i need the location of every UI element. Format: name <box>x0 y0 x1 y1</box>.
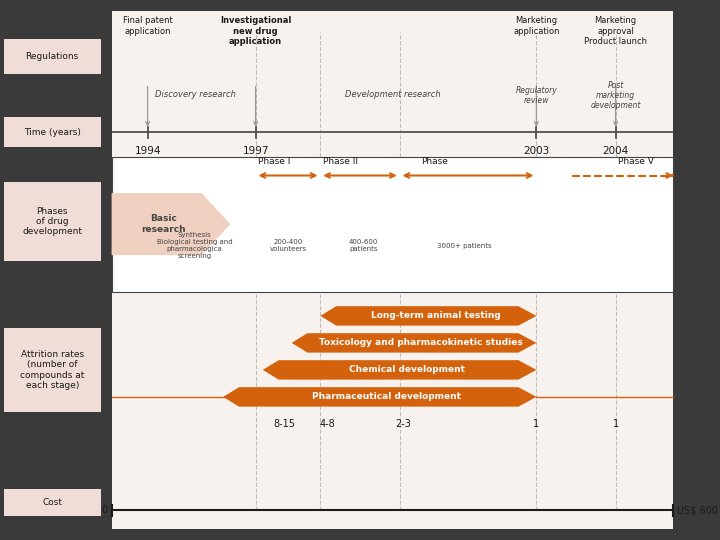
Text: US$ 800: US$ 800 <box>677 505 718 515</box>
Text: 0: 0 <box>102 505 108 515</box>
FancyBboxPatch shape <box>4 328 101 411</box>
Polygon shape <box>320 306 536 326</box>
Text: Final patent
application: Final patent application <box>122 16 173 36</box>
Polygon shape <box>223 387 536 407</box>
Text: Basic
research: Basic research <box>142 214 186 234</box>
Text: 2-3: 2-3 <box>395 419 411 429</box>
Text: 1: 1 <box>534 419 539 429</box>
Text: Investigational
new drug
application: Investigational new drug application <box>220 16 292 46</box>
Text: Discovery research: Discovery research <box>156 90 236 99</box>
Text: Phase I: Phase I <box>258 157 290 166</box>
Text: Cost: Cost <box>42 498 62 507</box>
Text: Post
marketing
development: Post marketing development <box>590 80 641 111</box>
Text: Phase II: Phase II <box>323 157 358 166</box>
Text: Time (years): Time (years) <box>24 128 81 137</box>
Text: 1994: 1994 <box>135 146 161 156</box>
Text: Long-term animal testing: Long-term animal testing <box>371 312 500 320</box>
Text: 4-8: 4-8 <box>320 419 336 429</box>
Polygon shape <box>112 193 230 255</box>
Text: Attrition rates
(number of
compounds at
each stage): Attrition rates (number of compounds at … <box>20 350 84 390</box>
FancyBboxPatch shape <box>112 11 673 529</box>
FancyBboxPatch shape <box>112 157 673 292</box>
Text: Marketing
application: Marketing application <box>513 16 559 36</box>
Text: 8-15: 8-15 <box>274 419 295 429</box>
Text: 2004: 2004 <box>603 146 629 156</box>
Text: Chemical development: Chemical development <box>348 366 465 374</box>
FancyBboxPatch shape <box>4 39 101 74</box>
Text: Pharmaceutical development: Pharmaceutical development <box>312 393 462 401</box>
Text: 1997: 1997 <box>243 146 269 156</box>
Text: Toxicology and pharmacokinetic studies: Toxicology and pharmacokinetic studies <box>320 339 523 347</box>
Text: Phase: Phase <box>421 157 448 166</box>
Text: Phase V: Phase V <box>618 157 654 166</box>
Polygon shape <box>263 360 536 380</box>
Text: 400-600
patients: 400-600 patients <box>349 239 378 252</box>
FancyBboxPatch shape <box>4 117 101 147</box>
FancyBboxPatch shape <box>4 183 101 261</box>
Text: Regulations: Regulations <box>26 52 78 61</box>
Text: Synthesis
Biological testing and
pharmacologica
screening: Synthesis Biological testing and pharmac… <box>156 232 233 259</box>
Text: Development research: Development research <box>345 90 440 99</box>
Text: Marketing
approval
Product launch: Marketing approval Product launch <box>584 16 647 46</box>
Text: 3000+ patients: 3000+ patients <box>437 242 492 249</box>
Text: Phases
of drug
development: Phases of drug development <box>22 206 82 237</box>
Polygon shape <box>292 333 536 353</box>
Text: 200-400
volunteers: 200-400 volunteers <box>269 239 307 252</box>
Text: 1: 1 <box>613 419 618 429</box>
FancyBboxPatch shape <box>4 489 101 516</box>
Text: Regulatory
review: Regulatory review <box>516 86 557 105</box>
Text: 2003: 2003 <box>523 146 549 156</box>
